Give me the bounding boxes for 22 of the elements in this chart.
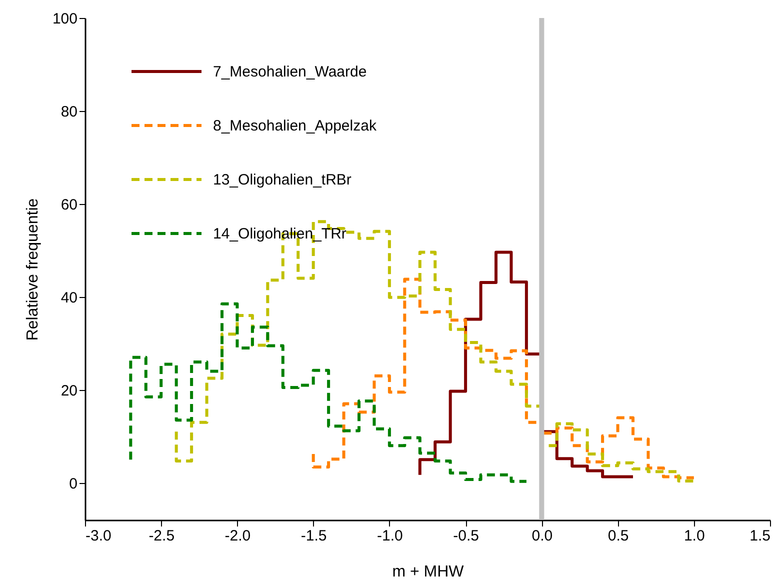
y-tick-label: 100 — [52, 10, 78, 28]
legend-label: 8_Mesohalien_Appelzak — [213, 118, 377, 134]
x-tick-label: 1.5 — [750, 528, 770, 544]
x-tick-label: -1.0 — [377, 528, 403, 544]
legend-label: 13_Oligohalien_tRBr — [213, 172, 352, 188]
x-axis-title: m + MHW — [392, 564, 465, 580]
x-tick-label: -0.5 — [453, 528, 479, 544]
x-tick-label: -2.0 — [224, 528, 251, 544]
x-tick-label: -3.0 — [86, 528, 112, 544]
legend-label: 7_Mesohalien_Waarde — [213, 64, 367, 80]
legend-label: 14_Oligohalien_TRr — [213, 226, 346, 242]
y-tick-label: 60 — [60, 196, 78, 214]
x-tick-label: 0.0 — [532, 528, 553, 544]
y-tick-label: 20 — [60, 382, 78, 400]
x-tick-label: 0.5 — [608, 528, 629, 544]
y-axis-title: Relatieve frequentie — [24, 198, 42, 341]
x-tick-label: 1.0 — [684, 528, 705, 544]
x-tick-label: -1.5 — [300, 528, 327, 544]
y-tick-label: 40 — [60, 289, 78, 306]
y-tick-label: 0 — [69, 475, 78, 492]
x-tick-label: -2.5 — [148, 528, 175, 544]
y-tick-label: 80 — [60, 103, 78, 120]
